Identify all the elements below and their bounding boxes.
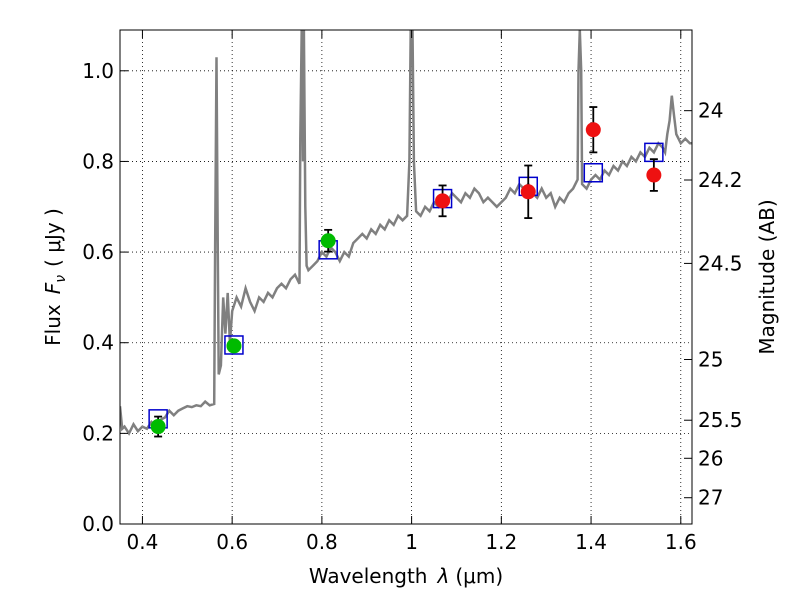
grid-lines: [120, 30, 692, 525]
right-tick-label: 26: [698, 446, 723, 470]
right-tick-label: 24.2: [698, 168, 743, 192]
y-tick-label: 0.6: [82, 240, 114, 264]
axis-ticks: 0.4 0.6 0.8 1 1.2 1.4 1.6 0.0 0.2 0.4 0.6 0.8 1.0 24 2…: [82, 30, 743, 554]
nir-photometry-point: [585, 122, 601, 138]
x-tick-label: 1.4: [575, 530, 607, 554]
x-tick-label: 0.4: [127, 530, 159, 554]
x-tick-label: 0.6: [216, 530, 248, 554]
x-axis-title: Wavelength λ (μm): [309, 564, 503, 588]
model-photometry-square: [224, 335, 244, 355]
right-tick-label: 24.5: [698, 251, 743, 275]
right-tick-label: 25.5: [698, 408, 743, 432]
x-tick-label: 0.8: [306, 530, 338, 554]
y-tick-label: 0.4: [82, 331, 114, 355]
nir-photometry-point: [520, 184, 536, 200]
data-marks: [148, 106, 664, 438]
right-tick-label: 24: [698, 99, 723, 123]
x-tick-label: 1.6: [665, 530, 697, 554]
y-tick-label: 1.0: [82, 59, 114, 83]
y-tick-label: 0.2: [82, 421, 114, 445]
right-axis-title: Magnitude (AB): [755, 199, 779, 354]
plot-frame: [119, 29, 693, 525]
nir-photometry-point: [646, 167, 662, 183]
optical-photometry-point: [226, 338, 242, 354]
y-tick-label: 0.8: [82, 149, 114, 173]
model-photometry-square: [583, 163, 604, 183]
nir-photometry-point: [435, 193, 451, 209]
right-tick-label: 25: [698, 347, 723, 371]
y-tick-label: 0.0: [82, 512, 114, 536]
spectrum-line: [120, 30, 692, 436]
optical-photometry-point: [150, 419, 166, 435]
right-tick-label: 27: [698, 486, 723, 510]
x-tick-label: 1.2: [485, 530, 517, 554]
y-axis-title: FluxFν( μJy ): [41, 208, 69, 346]
optical-photometry-point: [320, 233, 336, 249]
x-tick-label: 1: [405, 530, 418, 554]
